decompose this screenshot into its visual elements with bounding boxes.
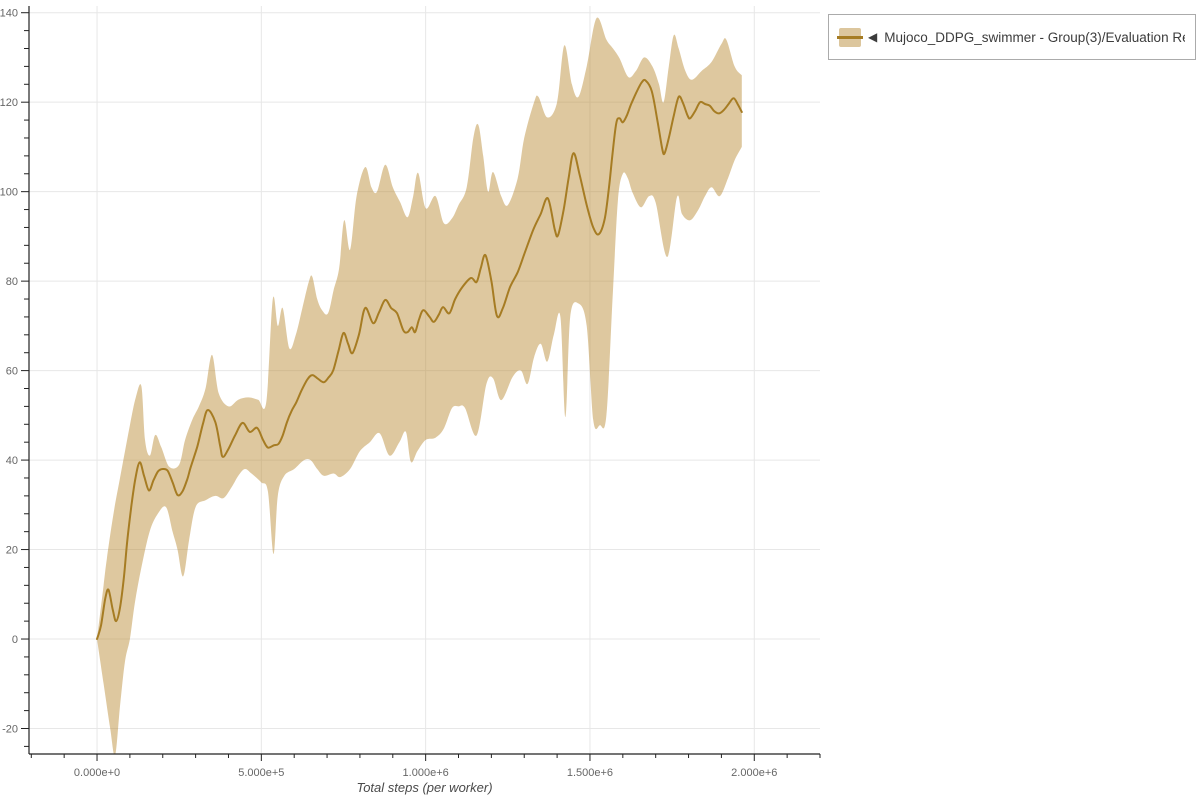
legend-swatch-line — [837, 35, 863, 39]
x-tick-label: 1.500e+6 — [567, 767, 613, 779]
axis-ticks — [21, 12, 821, 761]
y-tick-label: -20 — [2, 724, 18, 736]
legend-box[interactable]: ◀ Mujoco_DDPG_swimmer - Group(3)/Evaluat… — [828, 14, 1196, 60]
y-tick-label: 100 — [0, 187, 18, 199]
y-tick-label: 40 — [6, 455, 18, 467]
legend-collapse-icon[interactable]: ◀ — [868, 30, 878, 44]
series-mean-line — [96, 78, 743, 640]
y-tick-label: 60 — [6, 366, 18, 378]
y-tick-label: 20 — [6, 545, 18, 557]
x-tick-label: 0.000e+0 — [74, 767, 120, 779]
legend-swatch-band — [837, 27, 863, 47]
y-tick-label: 80 — [6, 276, 18, 288]
y-tick-label: 0 — [12, 634, 18, 646]
legend-series-label: Mujoco_DDPG_swimmer - Group(3)/Evaluatio… — [884, 29, 1185, 45]
x-tick-label: 5.000e+5 — [238, 767, 284, 779]
x-axis-title: Total steps (per worker) — [356, 780, 492, 795]
axis-tick-labels: -20 0 20 40 60 80 100 120 140 0.000e+0 5.000e+5 1.0… — [0, 8, 777, 779]
y-tick-label: 140 — [0, 8, 18, 20]
y-tick-label: 120 — [0, 97, 18, 109]
series-band — [97, 17, 742, 754]
x-tick-label: 2.000e+6 — [731, 767, 777, 779]
gridlines — [29, 6, 820, 754]
x-tick-label: 1.000e+6 — [403, 767, 449, 779]
